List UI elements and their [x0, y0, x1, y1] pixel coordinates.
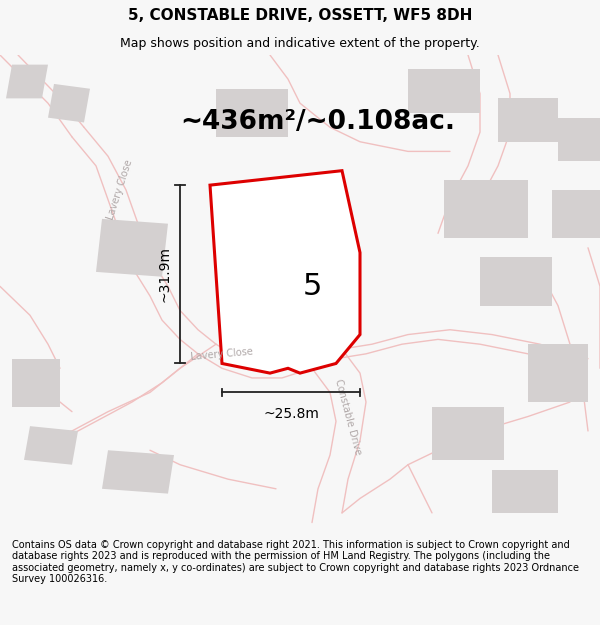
Polygon shape — [6, 64, 48, 98]
Polygon shape — [24, 426, 78, 465]
Polygon shape — [408, 69, 480, 113]
Text: ~25.8m: ~25.8m — [263, 407, 319, 421]
Text: 5: 5 — [302, 272, 322, 301]
Polygon shape — [492, 469, 558, 513]
Polygon shape — [444, 181, 528, 238]
Text: Contains OS data © Crown copyright and database right 2021. This information is : Contains OS data © Crown copyright and d… — [12, 539, 579, 584]
Polygon shape — [552, 190, 600, 238]
Polygon shape — [558, 118, 600, 161]
Polygon shape — [216, 89, 288, 137]
Text: Lavery Close: Lavery Close — [106, 159, 134, 221]
Text: Lavery Close: Lavery Close — [190, 346, 254, 361]
Text: ~436m²/~0.108ac.: ~436m²/~0.108ac. — [180, 109, 455, 136]
Polygon shape — [432, 407, 504, 460]
Polygon shape — [102, 450, 174, 494]
Polygon shape — [48, 84, 90, 122]
Polygon shape — [528, 344, 588, 402]
Polygon shape — [96, 219, 168, 277]
Polygon shape — [234, 238, 324, 315]
Polygon shape — [498, 98, 558, 142]
Text: Map shows position and indicative extent of the property.: Map shows position and indicative extent… — [120, 38, 480, 51]
Text: Constable Drive: Constable Drive — [333, 378, 363, 456]
Text: 5, CONSTABLE DRIVE, OSSETT, WF5 8DH: 5, CONSTABLE DRIVE, OSSETT, WF5 8DH — [128, 8, 472, 23]
Text: ~31.9m: ~31.9m — [158, 246, 172, 302]
Polygon shape — [480, 258, 552, 306]
Polygon shape — [210, 171, 360, 373]
Polygon shape — [12, 359, 60, 407]
